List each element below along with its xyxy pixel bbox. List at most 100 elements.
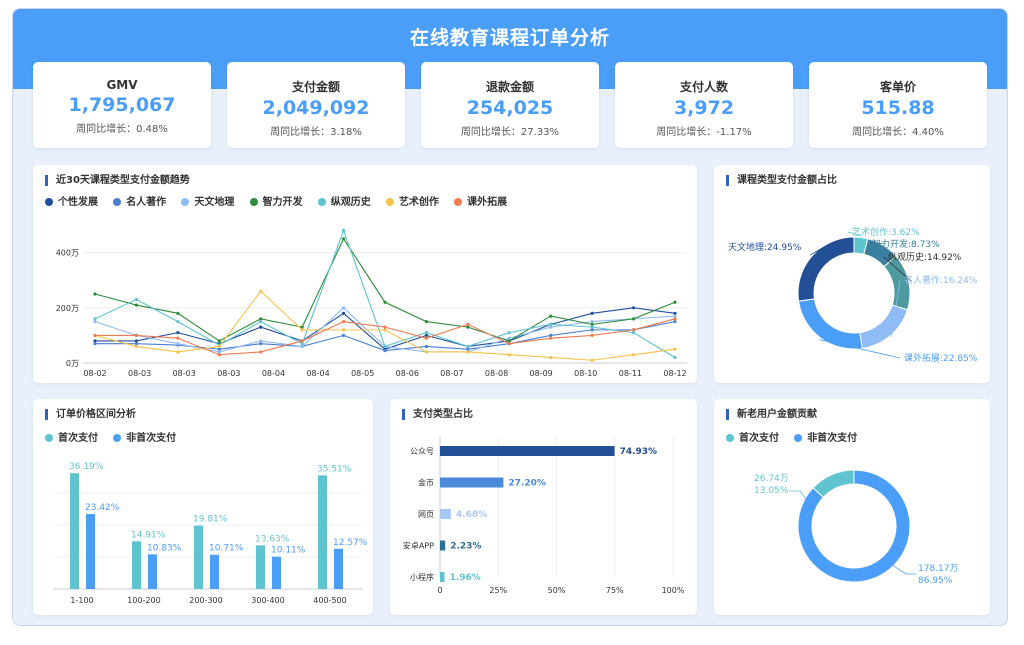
donut-slice xyxy=(859,304,909,349)
data-point xyxy=(424,344,429,349)
kpi-card-payment: 支付金额 2,049,092 周同比增长：3.18% xyxy=(227,62,405,148)
share-panel: 课程类型支付金额占比 艺术创作:3.62% 智力开发:8.73% 纵观历史:14.9… xyxy=(714,165,990,383)
kpi-growth: 周同比增长：-1.17% xyxy=(656,127,752,138)
x-tick-label: 08-12 xyxy=(663,369,686,378)
legend-item[interactable]: 首次支付 xyxy=(45,429,98,444)
legend-label: 艺术创作 xyxy=(398,197,439,208)
x-tick-label: 100-200 xyxy=(127,596,160,605)
legend-item[interactable]: 非首次支付 xyxy=(794,429,857,444)
data-point xyxy=(341,311,346,315)
data-point xyxy=(631,328,636,332)
data-point xyxy=(549,314,553,318)
leader-line xyxy=(819,339,901,359)
data-point xyxy=(341,333,346,337)
data-point xyxy=(217,353,221,357)
price-panel: 订单价格区间分析 首次支付 非首次支付 36.19% 23.42% 1-100 14.… xyxy=(33,399,373,615)
legend-item[interactable]: 首次支付 xyxy=(726,429,779,444)
bar xyxy=(440,446,615,456)
users-panel: 新老用户金额贡献 首次支付 非首次支付 26.74万 13.05% 178.17万 8… xyxy=(714,399,990,615)
data-point xyxy=(673,355,677,360)
price-panel-title: 订单价格区间分析 xyxy=(45,409,136,420)
kpi-card-gmv: GMV 1,795,067 周同比增长：0.48% xyxy=(33,62,211,148)
legend-dot xyxy=(45,434,53,442)
trend-legend: 个性发展 名人著作 天文地理 智力开发 纵观历史 艺术创作 课外拓展 xyxy=(45,193,519,208)
data-point xyxy=(673,311,677,315)
slice-label: 艺术创作:3.62% xyxy=(852,226,920,238)
x-tick-label: 75% xyxy=(606,586,624,595)
slice-percent-label: 13.05% xyxy=(754,486,789,496)
legend-item[interactable]: 纵观历史 xyxy=(317,193,371,208)
kpi-value: 3,972 xyxy=(673,97,735,119)
legend-label: 非首次支付 xyxy=(126,433,177,444)
data-point xyxy=(590,311,594,315)
data-point xyxy=(341,320,346,324)
trend-panel-title: 近30天课程类型支付金额趋势 xyxy=(45,175,190,186)
data-point xyxy=(300,328,304,332)
legend-item[interactable]: 天文地理 xyxy=(181,193,234,208)
data-point xyxy=(259,289,263,293)
data-point xyxy=(93,342,97,346)
leader-line xyxy=(891,279,901,338)
legend-dot xyxy=(249,198,258,206)
data-point xyxy=(383,300,387,304)
legend-item[interactable]: 艺术创作 xyxy=(385,193,439,208)
data-point xyxy=(590,328,594,332)
slice-label: 纵观历史:14.92% xyxy=(888,251,962,263)
data-point xyxy=(507,336,511,340)
data-point xyxy=(466,322,470,326)
data-point xyxy=(424,320,429,324)
paytype-bar-chart: 0 25% 50% 75% 100% 公众号 74.93% 金币 27.20% 网页 4.68% 安卓… xyxy=(403,437,685,595)
bar-value-label: 4.68% xyxy=(456,510,487,520)
data-point xyxy=(507,353,511,357)
data-point xyxy=(507,339,511,343)
data-point xyxy=(590,358,594,362)
data-point xyxy=(673,317,677,321)
data-point xyxy=(424,333,429,337)
x-tick-label: 400-500 xyxy=(313,596,346,605)
y-tick-label: 公众号 xyxy=(410,447,434,456)
kpi-label: 支付人数 xyxy=(679,80,728,94)
bar xyxy=(440,477,504,488)
data-point xyxy=(259,339,263,343)
legend-item[interactable]: 智力开发 xyxy=(249,193,303,208)
bar xyxy=(440,572,445,582)
legend-label: 智力开发 xyxy=(262,197,303,208)
data-point xyxy=(673,314,677,318)
data-point xyxy=(383,325,387,329)
legend-item[interactable]: 个性发展 xyxy=(45,193,98,208)
data-point xyxy=(176,350,180,354)
y-tick-label: 0万 xyxy=(66,359,79,368)
x-tick-label: 0 xyxy=(437,586,442,595)
data-point xyxy=(134,297,139,302)
data-point xyxy=(590,333,594,337)
paytype-panel: 支付类型占比 0 25% 50% 75% 100% 公众号 74.93% 金币 27.20% 网页… xyxy=(390,399,697,615)
price-bar-chart: 36.19% 23.42% 1-100 14.91% 10.83% 100-200 19.8… xyxy=(53,462,368,605)
bar xyxy=(272,556,281,589)
data-point xyxy=(590,325,594,329)
data-point xyxy=(134,339,139,343)
kpi-value: 254,025 xyxy=(466,97,554,119)
legend-item[interactable]: 课外拓展 xyxy=(454,193,507,208)
bar-value-label: 1.96% xyxy=(450,573,481,583)
kpi-value: 1,795,067 xyxy=(68,94,176,116)
users-panel-title: 新老用户金额贡献 xyxy=(726,409,817,420)
data-point xyxy=(217,344,221,349)
x-tick-label: 08-04 xyxy=(262,369,285,378)
bar-value-label: 2.23% xyxy=(450,542,481,552)
data-point xyxy=(673,347,677,351)
legend-item[interactable]: 非首次支付 xyxy=(113,429,176,444)
legend-item[interactable]: 名人著作 xyxy=(113,193,166,208)
bar-value-label: 23.42% xyxy=(85,503,120,513)
bar-value-label: 35.51% xyxy=(317,464,352,474)
x-tick-label: 50% xyxy=(548,586,566,595)
data-point xyxy=(134,344,139,349)
kpi-card-payers: 支付人数 3,972 周同比增长：-1.17% xyxy=(615,62,793,148)
leader-line xyxy=(789,490,807,500)
data-point xyxy=(134,342,139,346)
y-tick-label: 小程序 xyxy=(410,572,434,582)
data-point xyxy=(383,328,387,332)
data-point xyxy=(176,320,180,324)
bar-value-label: 14.91% xyxy=(131,530,166,540)
data-point xyxy=(93,292,97,296)
bar xyxy=(86,514,95,589)
